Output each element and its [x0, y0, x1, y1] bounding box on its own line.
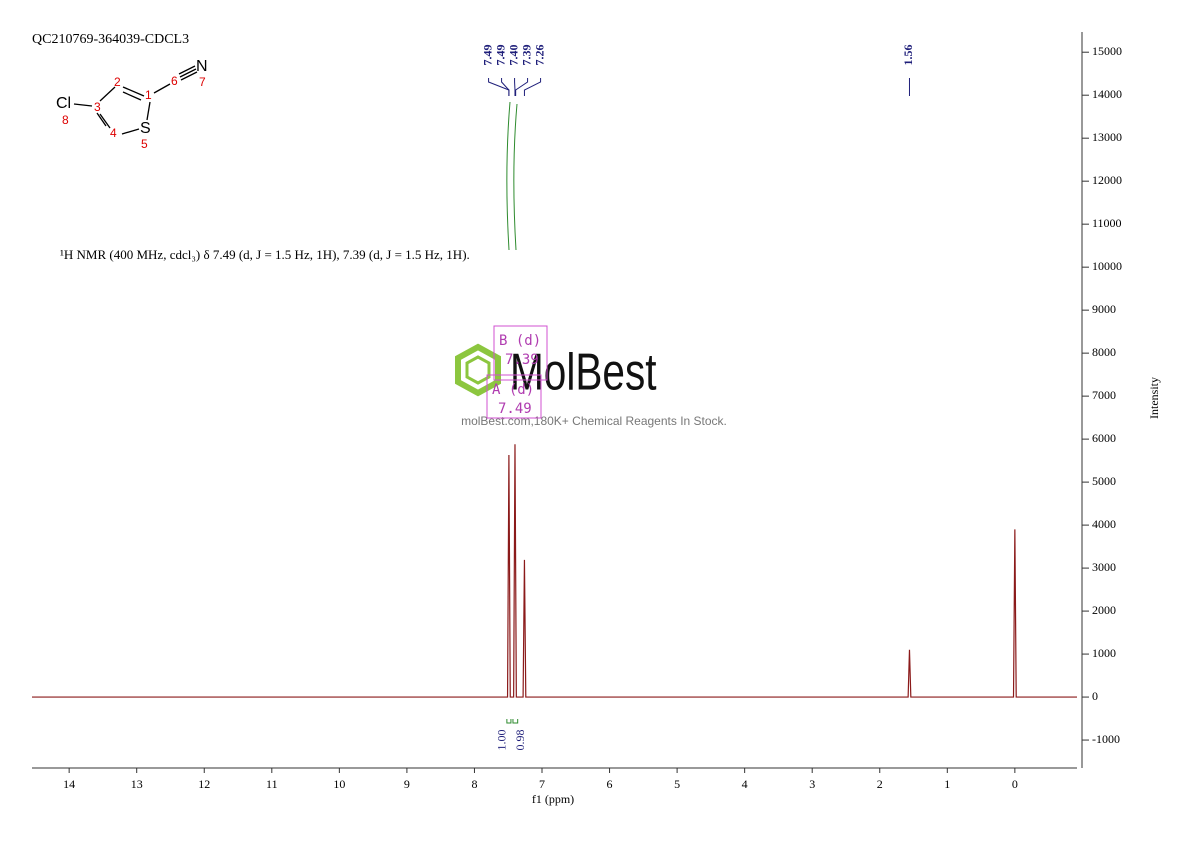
integral-curve	[513, 103, 518, 251]
peak-label: 7.26	[532, 45, 546, 66]
y-tick-label: 2000	[1092, 603, 1116, 617]
atom-label: 6	[171, 74, 178, 88]
chart-title: QC210769-364039-CDCL3	[32, 32, 189, 47]
multiplet-box	[493, 325, 548, 381]
y-tick-label: 7000	[1092, 388, 1116, 402]
bond	[122, 91, 142, 101]
y-tick-label: -1000	[1092, 732, 1120, 746]
y-tick-label: 1000	[1092, 646, 1116, 660]
y-tick-label: 11000	[1092, 216, 1122, 230]
x-tick-label: 5	[674, 777, 680, 791]
peak-connector	[523, 78, 542, 96]
y-tick-label: 9000	[1092, 302, 1116, 316]
x-tick-label: 10	[333, 777, 345, 791]
bond	[122, 86, 145, 97]
bond	[96, 112, 107, 127]
atom-label: N	[196, 58, 208, 75]
multiplet-box	[486, 374, 542, 419]
peak-label: 1.56	[901, 45, 915, 66]
bond	[73, 103, 93, 107]
integral-label: 1.00	[495, 730, 509, 751]
integral-label: 0.98	[513, 730, 527, 751]
x-tick-label: 1	[944, 777, 950, 791]
multiplet-shift: 7.39	[505, 352, 539, 368]
integral-curves	[506, 101, 518, 251]
x-tick-label: 4	[742, 777, 748, 791]
x-tick-label: 3	[809, 777, 815, 791]
integral-bracket	[512, 719, 519, 724]
y-tick-label: 10000	[1092, 259, 1122, 273]
bond	[146, 101, 151, 121]
logo	[455, 343, 501, 397]
bond	[180, 71, 198, 81]
spectrum	[32, 444, 1077, 698]
atom-label: S	[140, 120, 151, 137]
x-tick-label: 11	[266, 777, 278, 791]
atom-label: 2	[114, 75, 121, 89]
structure	[73, 65, 198, 135]
peak-label: 7.39	[519, 45, 533, 66]
x-tick-label: 6	[607, 777, 613, 791]
y-tick-label: 13000	[1092, 130, 1122, 144]
bond	[179, 68, 197, 78]
y-tick-label: 14000	[1092, 87, 1122, 101]
bond	[121, 128, 140, 135]
integral-bracket	[506, 719, 512, 724]
x-tick-label: 9	[404, 777, 410, 791]
x-tick-label: 2	[877, 777, 883, 791]
y-tick-label: 3000	[1092, 560, 1116, 574]
atom-label: 1	[145, 88, 152, 102]
x-tick-label: 8	[471, 777, 477, 791]
y-tick-label: 4000	[1092, 517, 1116, 531]
bond	[99, 86, 116, 102]
y-tick-label: 0	[1092, 689, 1098, 703]
x-tick-label: 14	[63, 777, 75, 791]
atom-label: 3	[94, 100, 101, 114]
nmr-description: ¹H NMR (400 MHz, cdcl₃) δ 7.49 (d, J = 1…	[60, 247, 470, 262]
atom-label: 8	[62, 113, 69, 127]
watermark: MolBest molBest.com,180K+ Chemical Reage…	[455, 343, 727, 428]
y-tick-label: 15000	[1092, 44, 1122, 58]
multiplets: B (d) 7.39 A (d) 7.49	[486, 325, 548, 419]
bond	[153, 83, 171, 94]
peak-label: 7.40	[506, 45, 520, 66]
peak-label: 7.49	[480, 45, 494, 66]
logo	[465, 355, 491, 385]
y-tick-label: 12000	[1092, 173, 1122, 187]
x-tick-label: 0	[1012, 777, 1018, 791]
bond	[99, 113, 111, 129]
y-tick-label: 5000	[1092, 474, 1116, 488]
bond	[178, 65, 196, 75]
atom-label: 4	[110, 126, 117, 140]
peak-label: 7.49	[493, 45, 507, 66]
peak-connector	[501, 78, 510, 96]
y-tick-label: 6000	[1092, 431, 1116, 445]
atom-label: 7	[199, 75, 206, 89]
multiplet-shift: 7.49	[498, 401, 532, 417]
x-tick-label: 7	[539, 777, 545, 791]
multiplet-name: B (d)	[499, 333, 541, 349]
peak-connector	[515, 78, 529, 96]
atom-label: Cl	[56, 95, 71, 112]
x-axis-title: f1 (ppm)	[532, 792, 574, 806]
watermark-brand: MolBest	[510, 343, 657, 401]
multiplet-name: A (d)	[492, 382, 534, 398]
x-tick-label: 13	[131, 777, 143, 791]
y-tick-label: 8000	[1092, 345, 1116, 359]
integral-curve	[506, 101, 511, 251]
y-axis-title: Intensity	[1147, 377, 1161, 419]
atom-label: 5	[141, 137, 148, 151]
x-tick-label: 12	[198, 777, 210, 791]
